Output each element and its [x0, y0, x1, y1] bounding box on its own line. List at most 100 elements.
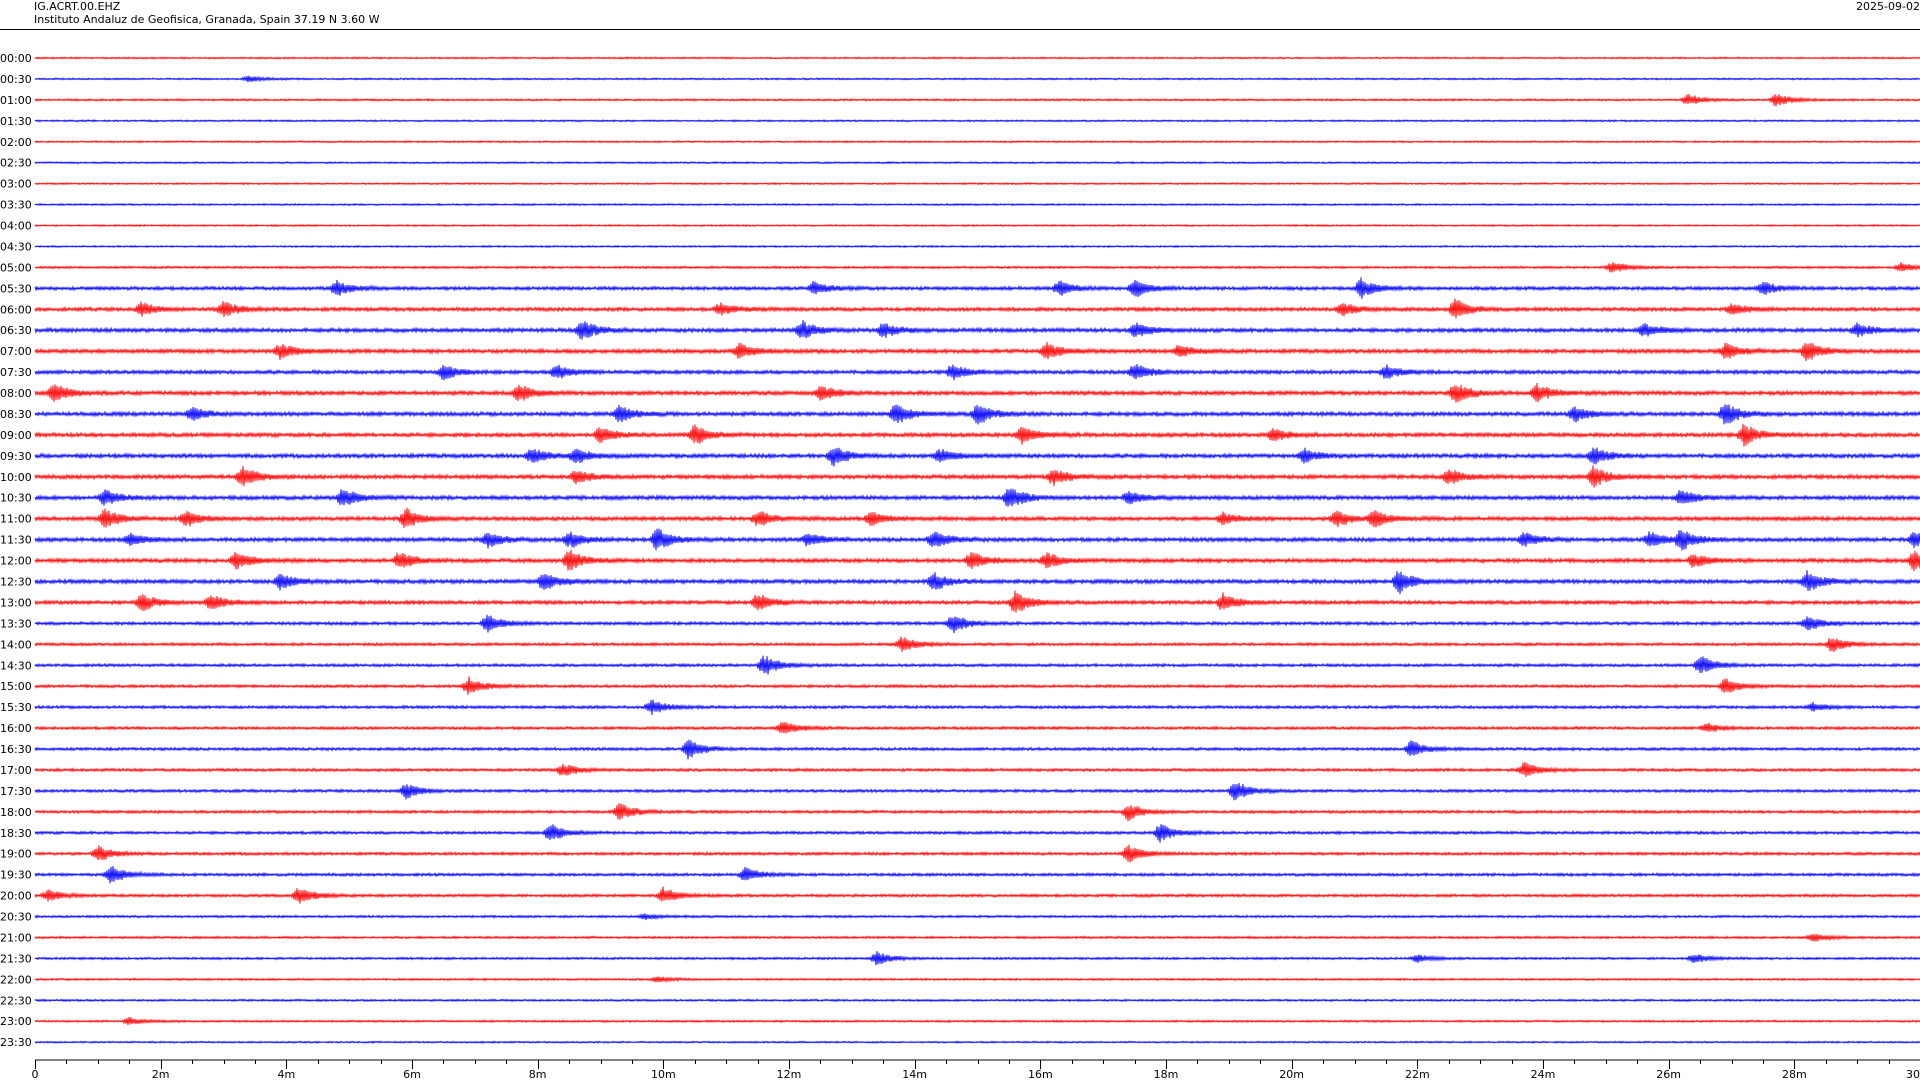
trace-row-2230 — [34, 998, 1920, 1003]
trace-row-2300 — [34, 1016, 1920, 1026]
row-label: 12:30 — [0, 576, 32, 589]
station-institute: Instituto Andaluz de Geofisica, Granada,… — [34, 13, 380, 26]
trace-row-0600 — [34, 298, 1920, 319]
trace-row-2100 — [34, 933, 1920, 942]
row-label: 19:00 — [0, 848, 32, 861]
trace-row-1600 — [34, 722, 1920, 734]
trace-row-1430 — [34, 655, 1920, 675]
row-label: 18:30 — [0, 827, 32, 840]
trace-row-0430 — [34, 244, 1920, 249]
row-time-labels: 00:00 00:30 01:00 01:30 02:00 02:30 03:00 03:30… — [0, 52, 32, 1049]
row-label: 19:30 — [0, 869, 32, 882]
trace-row-1000 — [34, 465, 1920, 488]
trace-row-0000 — [34, 56, 1920, 60]
x-tick-label: 24m — [1531, 1068, 1556, 1080]
row-label: 13:00 — [0, 596, 32, 609]
trace-row-0400 — [34, 223, 1920, 228]
trace-row-1300 — [34, 590, 1920, 613]
trace-row-1830 — [34, 824, 1920, 843]
record-date: 2025-09-02 — [1856, 0, 1920, 13]
x-tick-label: 20m — [1279, 1068, 1304, 1080]
trace-row-0130 — [34, 119, 1920, 123]
row-label: 11:00 — [0, 513, 32, 526]
trace-row-1330 — [34, 614, 1920, 634]
row-label: 09:30 — [0, 450, 32, 463]
row-label: 06:00 — [0, 303, 32, 316]
row-label: 20:30 — [0, 911, 32, 924]
row-label: 11:30 — [0, 534, 32, 547]
row-label: 04:00 — [0, 220, 32, 233]
row-label: 08:00 — [0, 387, 32, 400]
row-label: 06:30 — [0, 324, 32, 337]
x-tick-label: 10m — [651, 1068, 676, 1080]
row-label: 15:00 — [0, 680, 32, 693]
row-label: 00:00 — [0, 52, 32, 65]
x-tick-label: 26m — [1656, 1068, 1681, 1080]
row-label: 02:30 — [0, 157, 32, 170]
trace-row-2000 — [34, 886, 1920, 904]
row-label: 01:00 — [0, 94, 32, 107]
x-tick-label: 30 — [1906, 1068, 1920, 1080]
trace-row-2330 — [34, 1040, 1920, 1044]
row-label: 17:30 — [0, 785, 32, 798]
trace-row-0630 — [34, 320, 1920, 340]
trace-row-1230 — [34, 570, 1920, 595]
x-tick-label: 12m — [777, 1068, 802, 1080]
row-label: 23:30 — [0, 1036, 32, 1049]
time-axis: 0 2m 4m 6m 8m 10m 12m 14m 16m 18m 20m 22m 24m 26m 28m 3… — [32, 1059, 1920, 1080]
trace-row-0900 — [34, 423, 1920, 447]
row-label: 07:00 — [0, 345, 32, 358]
trace-row-1630 — [34, 739, 1920, 760]
trace-row-1400 — [34, 636, 1920, 653]
trace-row-2130 — [34, 951, 1920, 966]
row-label: 05:00 — [0, 261, 32, 274]
x-tick-label: 28m — [1782, 1068, 1807, 1080]
trace-row-2200 — [34, 976, 1920, 984]
row-label: 09:00 — [0, 429, 32, 442]
trace-rows — [34, 56, 1920, 1044]
row-label: 14:00 — [0, 638, 32, 651]
trace-row-0030 — [34, 75, 1920, 83]
x-tick-label: 4m — [277, 1068, 295, 1080]
row-label: 16:00 — [0, 722, 32, 735]
row-label: 07:30 — [0, 366, 32, 379]
row-label: 15:30 — [0, 701, 32, 714]
trace-row-0700 — [34, 341, 1920, 362]
x-tick-label: 22m — [1405, 1068, 1430, 1080]
row-label: 16:30 — [0, 743, 32, 756]
trace-row-0530 — [34, 277, 1920, 299]
trace-row-1800 — [34, 803, 1920, 822]
row-label: 13:30 — [0, 617, 32, 630]
header-divider — [0, 29, 1920, 30]
x-tick-label: 6m — [403, 1068, 421, 1080]
row-label: 10:30 — [0, 492, 32, 505]
row-label: 12:00 — [0, 555, 32, 568]
row-label: 18:00 — [0, 806, 32, 819]
row-label: 05:30 — [0, 282, 32, 295]
trace-row-0800 — [34, 382, 1920, 403]
trace-row-1100 — [34, 507, 1920, 528]
row-label: 22:00 — [0, 973, 32, 986]
trace-row-1900 — [34, 844, 1920, 863]
trace-row-0930 — [34, 447, 1920, 467]
x-tick-label: 0 — [32, 1068, 39, 1080]
trace-row-1700 — [34, 761, 1920, 777]
x-tick-label: 8m — [529, 1068, 547, 1080]
trace-row-2030 — [34, 912, 1920, 921]
trace-row-0100 — [34, 93, 1920, 107]
trace-row-0200 — [34, 140, 1920, 144]
station-code: IG.ACRT.00.EHZ — [34, 0, 121, 13]
row-label: 02:00 — [0, 136, 32, 149]
trace-row-0500 — [34, 262, 1920, 273]
trace-row-0730 — [34, 363, 1920, 381]
row-label: 08:30 — [0, 408, 32, 421]
row-label: 00:30 — [0, 73, 32, 86]
row-label: 03:00 — [0, 178, 32, 191]
trace-row-1200 — [34, 549, 1920, 572]
trace-row-0330 — [34, 202, 1920, 207]
trace-row-0830 — [34, 404, 1920, 425]
row-label: 14:30 — [0, 659, 32, 672]
x-tick-label: 18m — [1154, 1068, 1179, 1080]
trace-row-1730 — [34, 782, 1920, 801]
